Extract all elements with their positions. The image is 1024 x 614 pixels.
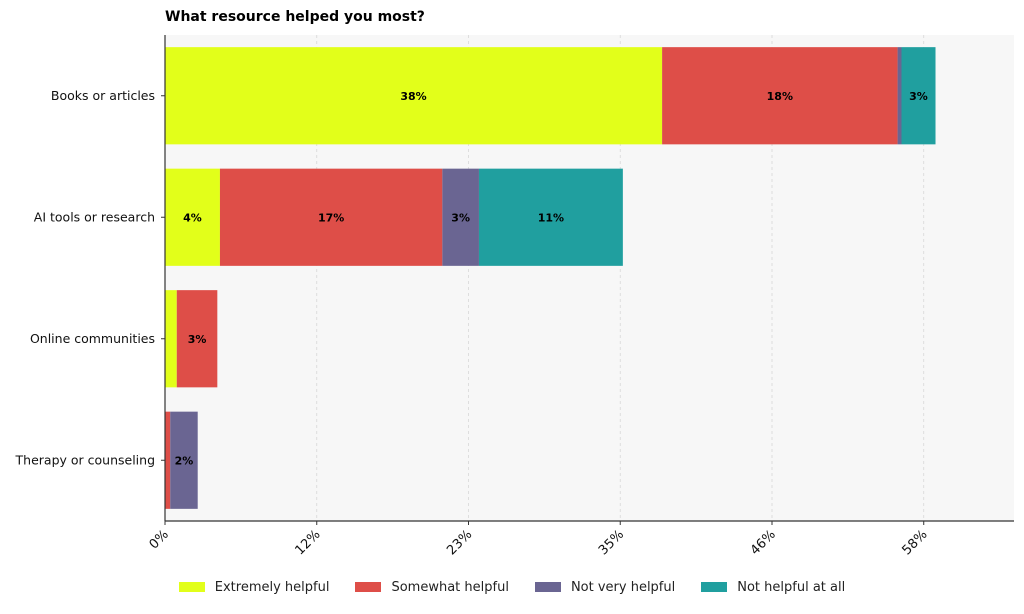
- bar-segment: [165, 411, 171, 509]
- grid-lines: [316, 35, 925, 521]
- data-label: 17%: [318, 211, 344, 224]
- y-tick-label: Therapy or counseling: [15, 452, 155, 467]
- data-label: 3%: [909, 90, 928, 103]
- bar-segment: [176, 290, 218, 388]
- legend-item: Extremely helpful: [178, 579, 330, 595]
- legend-label: Not helpful at all: [737, 579, 846, 595]
- y-tick-label: AI tools or research: [34, 209, 155, 224]
- x-tick-label: 23%: [444, 527, 475, 558]
- x-tick-labels: 0% 12% 23% 35% 46% 58%: [147, 521, 931, 558]
- legend-swatch: [178, 582, 205, 592]
- data-label: 4%: [183, 211, 202, 224]
- bar-segment: [901, 47, 936, 145]
- y-tick-labels: Books or articles AI tools or research Onl…: [15, 88, 165, 467]
- legend-swatch: [534, 582, 561, 592]
- data-label: 11%: [538, 211, 564, 224]
- bar-segment: [170, 411, 198, 509]
- legend-item: Not helpful at all: [701, 580, 845, 595]
- bar-segment: [165, 168, 220, 266]
- legend-label: Extremely helpful: [214, 579, 330, 595]
- data-label: 3%: [188, 333, 207, 346]
- data-label: 18%: [767, 90, 793, 103]
- legend-label: Not very helpful: [570, 579, 676, 595]
- x-tick-label: 12%: [293, 527, 324, 558]
- legend-swatch: [355, 582, 382, 592]
- bar-segment: [219, 168, 443, 266]
- y-tick-label: Books or articles: [51, 88, 155, 103]
- bar-segment: [662, 47, 898, 145]
- data-labels: 38% 18% 3% 4% 17% 3% 11% 3% 2%: [175, 90, 928, 468]
- data-label: 38%: [400, 90, 426, 103]
- data-label: 3%: [451, 211, 470, 224]
- x-tick-label: 58%: [900, 527, 931, 558]
- bar-segment: [442, 168, 479, 266]
- data-label: 2%: [175, 454, 194, 467]
- y-tick-label: Online communities: [30, 331, 155, 346]
- bar-segment: [478, 168, 623, 266]
- x-tick-label: 0%: [147, 527, 172, 552]
- x-tick-label: 46%: [748, 527, 779, 558]
- chart-title: What resource helped you most?: [165, 9, 425, 25]
- bar-segment: [165, 47, 663, 145]
- x-tick-label: 35%: [596, 527, 627, 558]
- legend-swatch: [701, 582, 728, 592]
- legend: Extremely helpful Somewhat helpful Not ver…: [0, 576, 1024, 598]
- legend-label: Somewhat helpful: [391, 579, 509, 595]
- bar-segment: [165, 290, 177, 388]
- legend-item: Not very helpful: [534, 579, 676, 595]
- bar-segment: [897, 47, 902, 145]
- bars: [165, 47, 936, 509]
- legend-item: Somewhat helpful: [355, 579, 509, 595]
